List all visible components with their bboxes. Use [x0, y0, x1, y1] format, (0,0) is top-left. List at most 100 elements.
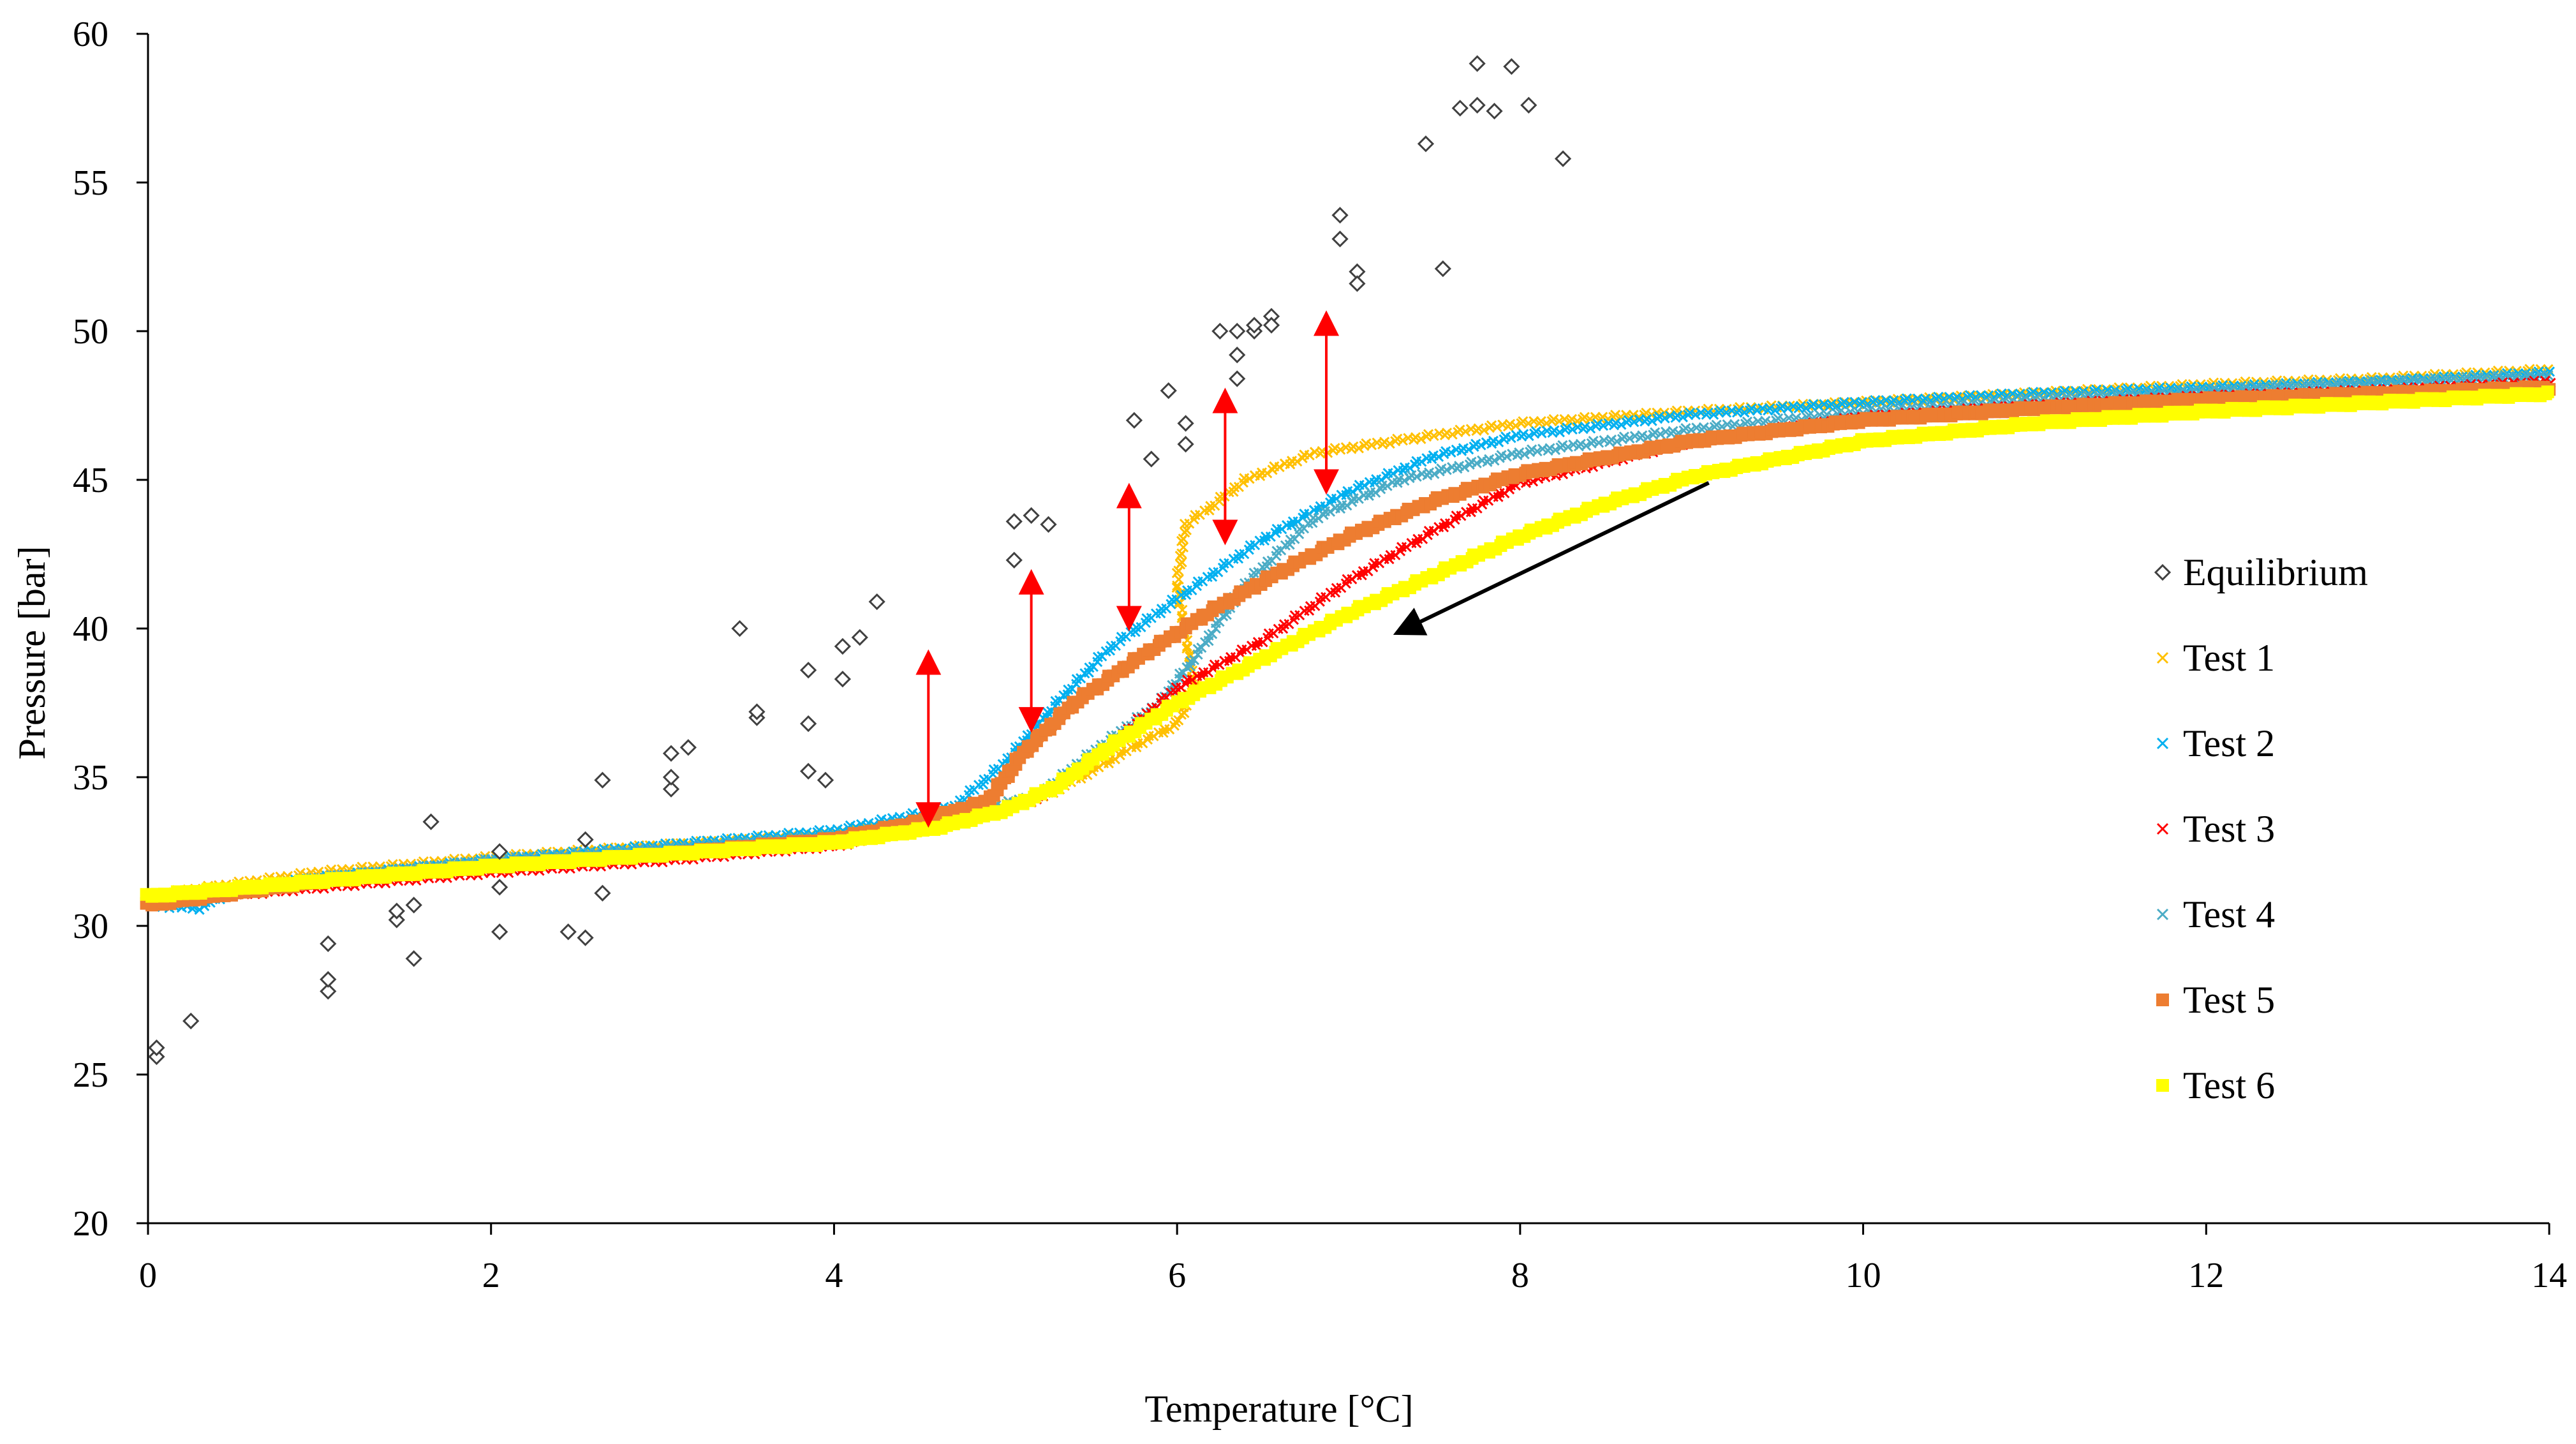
data-point	[1739, 407, 1750, 418]
equilibrium-point	[731, 620, 748, 637]
data-point	[2541, 385, 2554, 399]
equilibrium-point	[405, 897, 422, 914]
data-point	[1188, 655, 1200, 666]
data-point	[1566, 413, 1578, 424]
data-point	[1800, 403, 1812, 413]
legend-item: Test 4	[2156, 893, 2275, 935]
data-point	[2385, 375, 2395, 386]
x-tick-label: 10	[1846, 1256, 1881, 1295]
data-point	[1181, 525, 1192, 535]
data-point	[2524, 369, 2535, 380]
data-point	[1399, 475, 1410, 486]
data-point	[1536, 416, 1546, 427]
data-point	[2303, 378, 2314, 389]
equilibrium-point	[1349, 275, 1366, 292]
equilibrium-point	[799, 763, 817, 780]
data-point	[2321, 378, 2332, 389]
data-point	[1585, 423, 1596, 434]
equilibrium-point	[1469, 55, 1486, 72]
data-point	[1446, 447, 1456, 458]
equilibrium-point	[182, 1012, 200, 1030]
data-point	[2398, 373, 2409, 385]
x-axis-title: Temperature [°C]	[1144, 1388, 1413, 1430]
data-point	[2335, 376, 2346, 387]
legend-label: Test 3	[2183, 808, 2275, 850]
data-point	[1177, 604, 1188, 615]
data-point	[1173, 574, 1184, 584]
data-point	[1629, 417, 1640, 428]
legend-marker	[2156, 651, 2169, 664]
data-point	[1492, 422, 1502, 433]
data-point	[1324, 506, 1336, 517]
data-point	[2366, 375, 2377, 385]
data-point	[1428, 430, 1439, 442]
data-point	[2543, 369, 2554, 381]
legend-label: Test 5	[2183, 979, 2275, 1021]
data-point	[1616, 419, 1627, 430]
equilibrium-point	[1246, 316, 1263, 334]
data-point	[1933, 391, 1944, 402]
data-point	[1171, 678, 1181, 690]
data-point	[1550, 445, 1561, 456]
equilibrium-point	[679, 739, 697, 756]
x-tick-label: 8	[1511, 1256, 1529, 1295]
data-point	[1181, 643, 1192, 654]
data-point	[1382, 480, 1393, 491]
legend-item: Test 5	[2156, 979, 2275, 1021]
x-tick-label: 0	[139, 1256, 157, 1295]
data-point	[1519, 449, 1530, 459]
data-point	[2448, 373, 2459, 384]
data-point	[1770, 405, 1780, 416]
equilibrium-point	[799, 662, 817, 679]
equilibrium-point	[1417, 135, 1435, 153]
y-tick-labels: 20 25 30 35 40 45 50 55 60	[73, 15, 108, 1244]
equilibrium-point	[320, 971, 337, 988]
data-point	[1777, 401, 1788, 412]
data-point	[1881, 395, 1891, 406]
equilibrium-point	[662, 745, 680, 762]
data-point	[1659, 413, 1670, 424]
legend-item: Equilibrium	[2154, 551, 2368, 593]
legend-label: Test 2	[2183, 722, 2275, 764]
equilibrium-point	[1434, 260, 1451, 278]
y-tick-label: 50	[73, 312, 108, 352]
data-point	[1782, 403, 1793, 413]
data-point	[1856, 396, 1868, 408]
equilibrium-point	[1143, 450, 1160, 468]
data-point	[1433, 451, 1444, 462]
x-tick-label: 4	[825, 1256, 843, 1295]
y-tick-label: 20	[73, 1204, 108, 1244]
equilibrium-point	[662, 768, 680, 786]
equilibrium-point	[1177, 435, 1194, 453]
equilibrium-point	[1229, 370, 1246, 387]
equilibrium-point	[834, 671, 851, 688]
y-axis-title: Pressure [bar]	[11, 546, 53, 760]
data-point	[1476, 440, 1486, 450]
data-point	[1813, 401, 1824, 412]
data-point	[1548, 413, 1559, 424]
data-point	[1642, 431, 1653, 443]
equilibrium-point	[594, 884, 611, 902]
data-point	[2346, 376, 2357, 387]
equilibrium-point	[851, 629, 868, 646]
equilibrium-point	[1229, 346, 1246, 364]
data-point	[1996, 388, 2007, 399]
data-point	[1353, 443, 1364, 454]
equilibrium-point	[1177, 415, 1194, 432]
equilibrium-point	[405, 950, 422, 967]
equilibrium-point	[148, 1039, 165, 1057]
y-tick-label: 40	[73, 609, 108, 649]
data-point	[1610, 410, 1621, 421]
legend-marker	[2154, 563, 2172, 581]
equilibrium-point	[817, 771, 834, 789]
equilibrium-point	[1229, 322, 1246, 340]
equilibrium-point	[1486, 103, 1503, 120]
equilibrium-point	[799, 715, 817, 733]
equilibrium-point	[148, 1048, 165, 1066]
data-point	[1173, 715, 1184, 726]
equilibrium-point	[491, 843, 508, 860]
data-point	[1752, 405, 1763, 416]
data-point	[1416, 456, 1427, 467]
data-point	[1567, 424, 1578, 435]
equilibrium-point	[1023, 507, 1040, 525]
